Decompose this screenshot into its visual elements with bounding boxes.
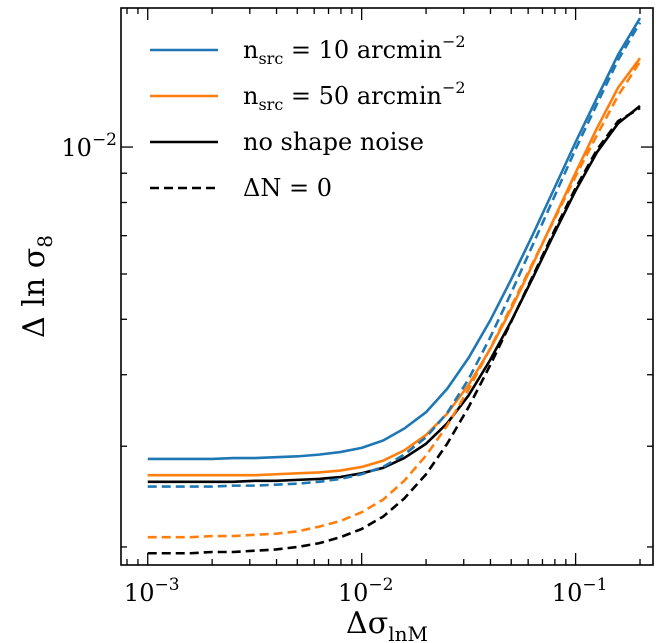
series-line-2	[147, 57, 642, 477]
series-layer	[147, 17, 642, 555]
legend-label: nsrc = 10 arcmin−2	[243, 32, 466, 68]
x-axis-label: ΔσlnM	[346, 606, 428, 643]
legend: nsrc = 10 arcmin−2 nsrc = 50 arcmin−2 no s…	[150, 32, 466, 202]
ticks-layer	[121, 8, 653, 565]
y-axis-label: Δ ln σ8	[17, 235, 57, 338]
series-line-4	[147, 106, 641, 555]
legend-label: no shape noise	[243, 128, 424, 156]
x-tick-label: 10−2	[338, 575, 394, 607]
legend-label: nsrc = 50 arcmin−2	[243, 78, 466, 114]
plot-frame	[120, 7, 654, 566]
series-line-5	[147, 60, 642, 539]
labels-layer: 10−3 10−2 10−1 10−2	[61, 130, 607, 607]
series-line-3	[147, 104, 641, 484]
x-tick-label: 10−3	[124, 575, 180, 607]
legend-label: ΔN = 0	[243, 174, 332, 202]
series-line-1	[147, 17, 642, 461]
x-tick-label: 10−1	[552, 575, 608, 607]
y-tick-label: 10−2	[61, 130, 117, 162]
